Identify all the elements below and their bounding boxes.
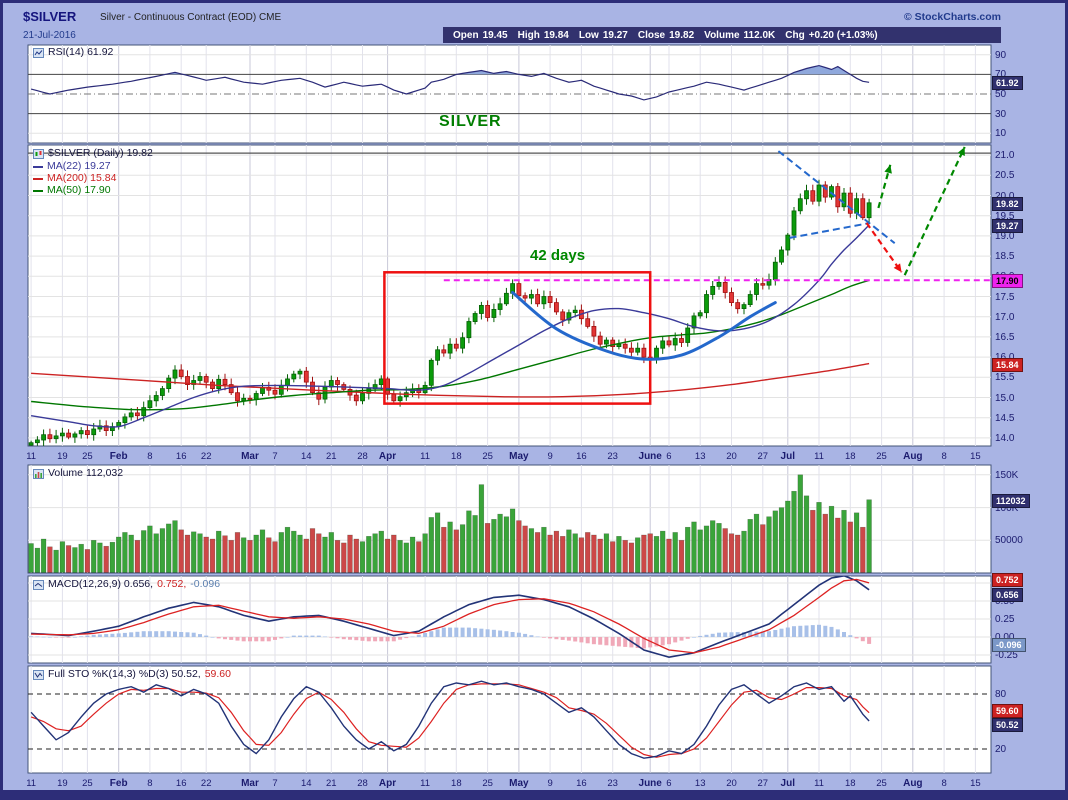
- quote-strip: Open 19.45 High 19.84 Low 19.27 Close 19…: [443, 27, 1001, 43]
- chg-label: Chg: [785, 29, 805, 41]
- volume-panel-label: Volume 112,032: [33, 468, 123, 479]
- price-panel-label: $SILVER (Daily) 19.82: [33, 148, 153, 159]
- macd-signal-label-text: 0.752,: [157, 578, 187, 590]
- close-value: 19.82: [669, 29, 695, 41]
- silver-annotation: SILVER: [439, 113, 502, 130]
- price-label-text: $SILVER (Daily) 19.82: [48, 147, 153, 159]
- sto-d-label-text: 59.60: [204, 668, 231, 680]
- macd-panel-icon: [33, 579, 44, 590]
- sto-label-text: Full STO %K(14,3) %D(3) 50.52,: [48, 668, 201, 680]
- symbol-description: Silver - Continuous Contract (EOD) CME: [100, 12, 282, 23]
- rsi-panel-label: RSI(14) 61.92: [33, 47, 113, 58]
- ma22-legend: MA(22) 19.27: [33, 161, 111, 172]
- volume-label-text: Volume 112,032: [48, 467, 124, 479]
- chart-date: 21-Jul-2016: [23, 30, 76, 41]
- rsi-label-text: RSI(14) 61.92: [48, 46, 114, 58]
- macd-label-text: MACD(12,26,9) 0.656,: [48, 578, 154, 590]
- volume-value: 112.0K: [743, 29, 776, 41]
- ma50-label-text: MA(50) 17.90: [47, 184, 111, 196]
- chg-value: +0.20 (+1.03%): [808, 29, 878, 41]
- ma50-swatch-icon: [33, 189, 43, 192]
- price-panel-icon: [33, 148, 44, 159]
- 42-days-annotation: 42 days: [530, 247, 586, 264]
- high-value: 19.84: [543, 29, 569, 41]
- low-label: Low: [578, 29, 599, 41]
- macd-panel-label: MACD(12,26,9) 0.656, 0.752, -0.096: [33, 579, 220, 590]
- macd-hist-label-text: -0.096: [190, 578, 221, 590]
- high-label: High: [517, 29, 540, 41]
- rsi-panel-icon: [33, 47, 44, 58]
- chart-canvas: [3, 44, 1065, 797]
- ma22-label-text: MA(22) 19.27: [47, 160, 111, 172]
- ma50-legend: MA(50) 17.90: [33, 185, 111, 196]
- ma200-swatch-icon: [33, 177, 43, 180]
- ma200-label-text: MA(200) 15.84: [47, 172, 117, 184]
- low-value: 19.27: [602, 29, 628, 41]
- open-label: Open: [453, 29, 479, 41]
- ma22-swatch-icon: [33, 165, 43, 168]
- ma200-legend: MA(200) 15.84: [33, 173, 116, 184]
- volume-label: Volume: [704, 29, 740, 41]
- symbol-title: $SILVER: [23, 9, 77, 24]
- close-label: Close: [637, 29, 666, 41]
- sto-panel-label: Full STO %K(14,3) %D(3) 50.52, 59.60: [33, 669, 231, 680]
- stockcharts-credit-link[interactable]: © StockCharts.com: [903, 11, 1001, 23]
- sto-panel-icon: [33, 669, 44, 680]
- open-value: 19.45: [482, 29, 508, 41]
- volume-panel-icon: [33, 468, 44, 479]
